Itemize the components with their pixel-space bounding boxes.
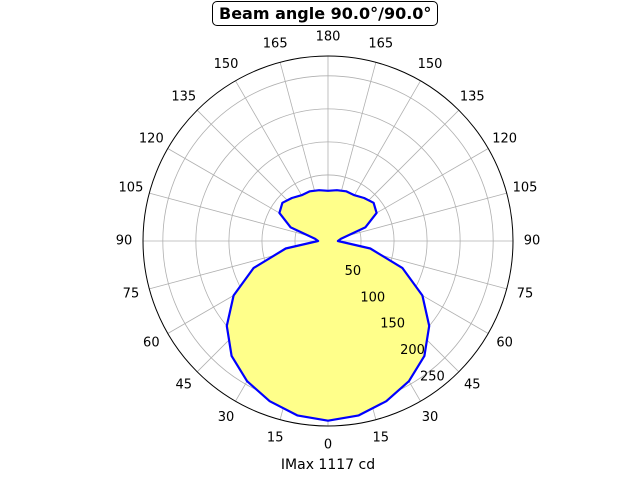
series-line [225, 189, 431, 422]
angle-label: 105 [119, 181, 144, 196]
angle-label: 30 [422, 410, 439, 425]
angle-label: 75 [517, 286, 534, 301]
series-layer [225, 189, 431, 422]
angle-label: 45 [175, 378, 192, 393]
angle-label: 0 [324, 438, 332, 453]
angle-label: 30 [218, 410, 235, 425]
angle-label: 90 [524, 234, 541, 249]
angle-label: 120 [492, 132, 517, 147]
angle-tick-labels: 0 15 30 45 60 75 90 105 120 135 150 165 180 165 150 135… [116, 30, 541, 453]
angle-label: 120 [139, 132, 164, 147]
angle-label: 75 [123, 286, 140, 301]
series-fill [226, 190, 430, 421]
angle-label: 60 [143, 336, 160, 351]
radial-label: 250 [420, 369, 445, 384]
angle-label: 165 [368, 36, 393, 51]
angle-label: 105 [513, 181, 538, 196]
x-axis-label: IMax 1117 cd [280, 457, 376, 473]
angle-label: 90 [116, 234, 133, 249]
angle-label: 150 [214, 57, 239, 72]
angle-label: 60 [496, 336, 513, 351]
chart-title: Beam angle 90.0°/90.0° [212, 1, 439, 26]
angle-label: 165 [263, 36, 288, 51]
angle-label: 180 [316, 30, 341, 45]
angle-label: 15 [373, 431, 390, 446]
angle-label: 135 [171, 89, 196, 104]
radial-label: 100 [360, 290, 385, 305]
radial-label: 50 [345, 264, 362, 279]
angle-label: 135 [460, 89, 485, 104]
angle-label: 150 [418, 57, 443, 72]
angle-label: 15 [267, 431, 284, 446]
angular-gridline [149, 192, 329, 242]
radial-tick-labels: 50 100 150 200 250 [345, 264, 445, 385]
polar-outer-circle [142, 55, 514, 427]
radial-label: 150 [380, 317, 405, 332]
angle-label: 45 [464, 378, 481, 393]
radial-label: 200 [400, 343, 425, 358]
angular-gridline [327, 192, 507, 242]
